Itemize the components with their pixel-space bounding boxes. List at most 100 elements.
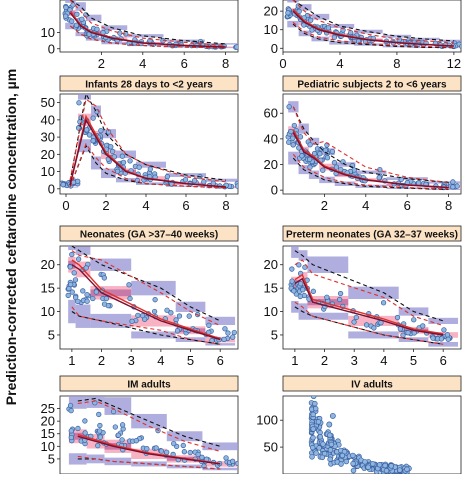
observed-point (200, 455, 205, 460)
lower-pi-box (105, 458, 132, 466)
x-tick-label: 0 (279, 56, 286, 71)
observed-point (232, 330, 237, 335)
observed-point (317, 445, 322, 450)
observed-point (137, 165, 142, 170)
observed-point (397, 468, 402, 473)
observed-point (120, 154, 125, 159)
y-axis-label: Prediction-corrected ceftaroline concent… (3, 69, 19, 405)
observed-point (383, 463, 388, 468)
observed-point (451, 185, 456, 190)
observed-point (187, 314, 192, 319)
observed-point (389, 464, 394, 469)
observed-point (153, 297, 158, 302)
observed-point (465, 44, 470, 49)
observed-point (328, 457, 333, 462)
observed-point (330, 149, 335, 154)
observed-point (72, 271, 77, 276)
y-tick-label: 0 (271, 183, 278, 198)
observed-point (462, 184, 467, 189)
y-tick-label: 0 (271, 41, 278, 56)
observed-point (116, 433, 121, 438)
x-tick-label: 6 (217, 353, 224, 368)
observed-point (111, 409, 116, 414)
observed-point (102, 276, 107, 281)
y-tick-label: 5 (48, 327, 55, 342)
observed-point (67, 286, 72, 291)
observed-point (351, 468, 356, 473)
observed-point (159, 449, 164, 454)
observed-point (71, 180, 76, 185)
panel-preterm-neonates: Preterm neonates (GA 32–37 weeks)5101520… (264, 226, 461, 368)
observed-point (238, 44, 243, 49)
lower-pi-box (68, 300, 75, 323)
observed-point (113, 425, 118, 430)
observed-point (210, 338, 215, 343)
x-tick-label: 3 (128, 353, 135, 368)
observed-point (366, 465, 371, 470)
observed-point (63, 14, 68, 19)
lower-pi-box (90, 314, 131, 328)
observed-point (235, 184, 240, 189)
x-tick-label: 2 (98, 56, 105, 71)
observed-point (406, 330, 411, 335)
observed-point (165, 308, 170, 313)
x-tick-label: 4 (380, 353, 387, 368)
observed-point (330, 413, 335, 418)
observed-point (181, 443, 186, 448)
observed-point (165, 174, 170, 179)
y-tick-label: 10 (41, 164, 55, 179)
lower-pi-box (76, 305, 91, 328)
x-tick-label: 2 (321, 198, 328, 213)
observed-point (300, 287, 305, 292)
observed-point (372, 326, 377, 331)
observed-point (235, 45, 240, 50)
observed-point (290, 136, 295, 141)
observed-point (307, 157, 312, 162)
observed-point (344, 459, 349, 464)
observed-point (68, 403, 73, 408)
y-tick-label: 20 (264, 4, 278, 19)
observed-point (466, 183, 471, 188)
x-tick-label: 2 (102, 198, 109, 213)
panel-title: IM adults (127, 380, 171, 391)
observed-point (239, 45, 244, 50)
lower-pi-box (309, 171, 319, 179)
observed-point (405, 467, 410, 472)
observed-point (76, 426, 81, 431)
observed-point (339, 462, 344, 467)
observed-point (286, 140, 291, 145)
x-tick-label: 4 (139, 56, 146, 71)
observed-point (311, 289, 316, 294)
observed-point (311, 427, 316, 432)
x-tick-label: 12 (447, 56, 461, 71)
observed-point (320, 168, 325, 173)
observed-point (127, 282, 132, 287)
observed-point (451, 180, 456, 185)
observed-point (310, 454, 315, 459)
x-tick-label: 4 (336, 56, 343, 71)
y-tick-label: 50 (264, 440, 278, 455)
observed-point (110, 149, 115, 154)
x-tick-label: 8 (445, 198, 452, 213)
y-tick-label: 25 (41, 401, 55, 416)
observed-point (95, 443, 100, 448)
observed-point (75, 12, 80, 17)
y-tick-label: 60 (264, 106, 278, 121)
observed-point (290, 267, 295, 272)
x-tick-label: 4 (142, 198, 149, 213)
observed-point (460, 44, 465, 49)
observed-point (224, 456, 229, 461)
observed-point (96, 412, 101, 417)
observed-point (98, 423, 103, 428)
observed-point (94, 290, 99, 295)
observed-point (69, 429, 74, 434)
observed-point (298, 294, 303, 299)
x-tick-label: 6 (440, 353, 447, 368)
y-tick-label: 20 (41, 147, 55, 162)
observed-point (364, 323, 369, 328)
observed-point (91, 138, 96, 143)
y-tick-label: 0 (48, 181, 55, 196)
observed-point (316, 419, 321, 424)
